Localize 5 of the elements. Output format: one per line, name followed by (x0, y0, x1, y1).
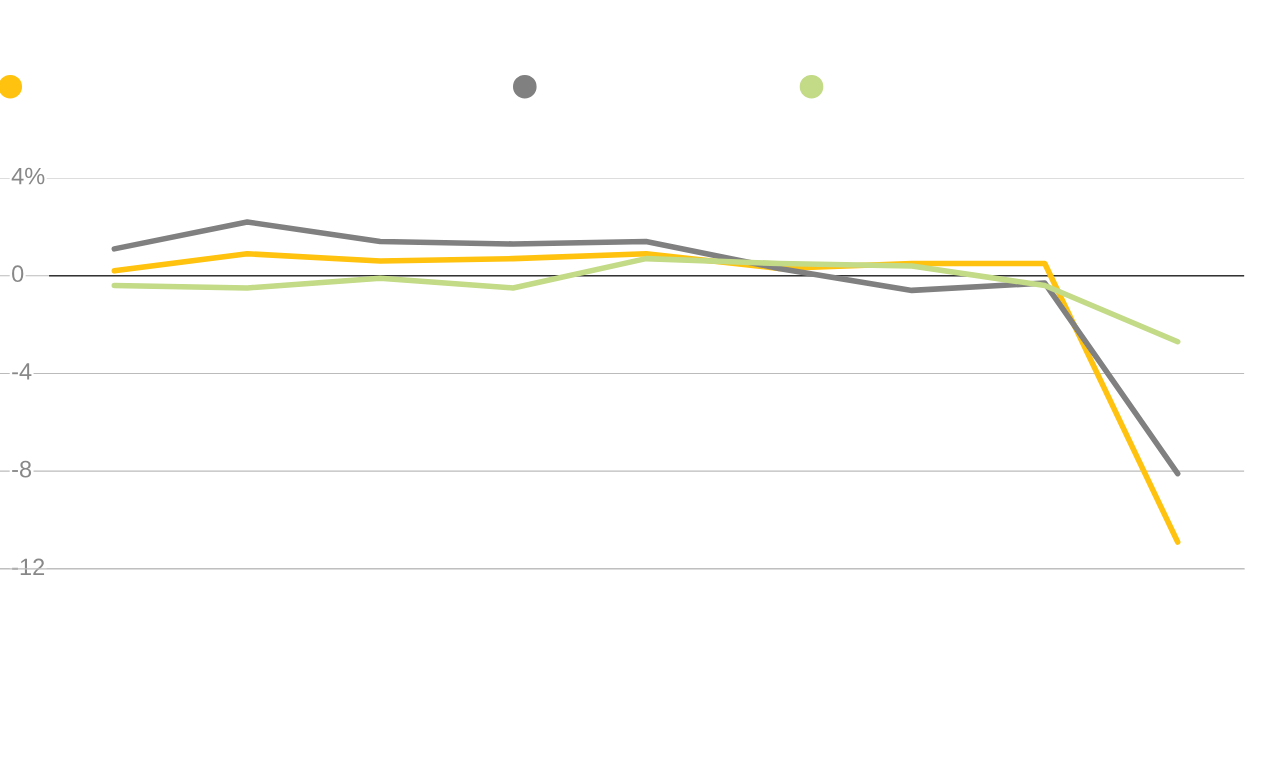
y-tick-label: 4% (11, 167, 45, 185)
y-tick-label: -12 (12, 558, 45, 575)
y-tick-label: -8 (12, 460, 32, 478)
y-tick-label: -4 (12, 363, 32, 380)
y-tick-label: 0 (12, 265, 24, 283)
